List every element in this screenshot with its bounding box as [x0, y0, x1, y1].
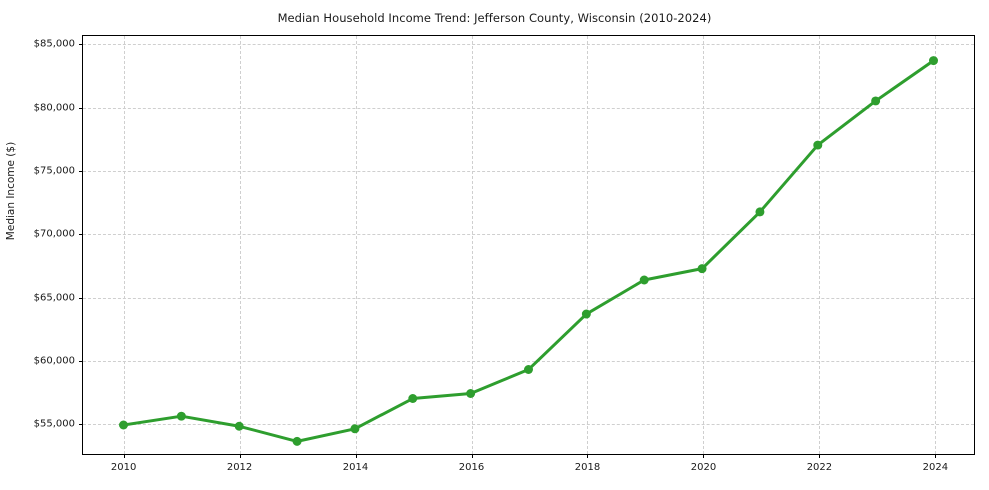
y-axis-label: Median Income ($): [5, 141, 17, 241]
y-tick-mark: [79, 234, 83, 236]
gridline-vertical: [587, 36, 589, 454]
y-tick-label: $60,000: [33, 355, 75, 367]
data-point-marker: 2019: 66300: [639, 275, 649, 285]
gridline-horizontal: [83, 107, 974, 109]
x-tick-label: 2022: [806, 462, 833, 473]
x-tick-mark: [819, 454, 821, 458]
income-line-series: 2010: 54800 2011: 55500 2012: 54700 2013: 5…: [119, 56, 938, 446]
gridline-vertical: [935, 36, 937, 454]
data-point-marker: 2010: 54800: [119, 420, 128, 430]
x-tick-label: 2024: [922, 462, 949, 473]
x-tick-label: 2010: [110, 462, 137, 473]
data-point-marker: 2021: 71700: [755, 207, 765, 217]
y-tick-label: $65,000: [33, 292, 75, 304]
y-tick-mark: [79, 107, 83, 109]
gridline-horizontal: [83, 44, 974, 46]
data-point-marker: 2024: 83700: [929, 56, 938, 66]
y-tick-label: $70,000: [33, 228, 75, 240]
data-point-marker: 2022: 77000: [813, 140, 823, 150]
chart-title: Median Household Income Trend: Jefferson…: [277, 11, 712, 25]
x-tick-label: 2020: [690, 462, 717, 473]
x-tick-label: 2012: [226, 462, 253, 473]
y-tick-mark: [79, 44, 83, 46]
x-tick-mark: [239, 454, 241, 458]
gridline-horizontal: [83, 424, 974, 426]
gridline-vertical: [239, 36, 241, 454]
data-point-marker: 2020: 67200: [697, 264, 707, 274]
gridline-horizontal: [83, 170, 974, 172]
x-tick-mark: [355, 454, 357, 458]
y-tick-mark: [79, 297, 83, 299]
gridline-vertical: [819, 36, 821, 454]
x-tick-mark: [587, 454, 589, 458]
plot-area: $55,000 $60,000 $65,000 $70,000 $75,000 $80,0…: [34, 35, 975, 473]
x-tick-mark: [471, 454, 473, 458]
x-tick-label: 2016: [458, 462, 485, 473]
data-point-marker: 2013: 53500: [292, 436, 302, 446]
y-tick-mark: [79, 424, 83, 426]
x-tick-mark: [123, 454, 125, 458]
y-tick-label: $80,000: [33, 102, 75, 114]
data-point-marker: 2014: 54500: [350, 424, 360, 434]
gridline-vertical: [123, 36, 125, 454]
data-point-marker: 2011: 55500: [176, 411, 186, 421]
y-tick-label: $85,000: [33, 38, 75, 50]
x-tick-mark: [935, 454, 937, 458]
data-point-marker: 2018: 63600: [581, 309, 591, 319]
x-tick-mark: [703, 454, 705, 458]
data-point-marker: 2016: 57300: [466, 389, 476, 398]
gridline-vertical: [355, 36, 357, 454]
gridline-horizontal: [83, 234, 974, 236]
data-point-marker: 2023: 80500: [871, 96, 881, 106]
y-tick-label: $75,000: [33, 165, 75, 177]
y-tick-label: $55,000: [33, 418, 75, 430]
y-tick-mark: [79, 170, 83, 172]
series-line: [122, 59, 935, 443]
data-point-marker: 2015: 56900: [408, 394, 418, 403]
data-point-marker: 2017: 59200: [524, 365, 533, 374]
x-tick-label: 2018: [574, 462, 601, 473]
data-point-marker: 2012: 54700: [234, 421, 244, 431]
gridline-vertical: [471, 36, 473, 454]
gridline-horizontal: [83, 360, 974, 362]
gridline-vertical: [703, 36, 705, 454]
gridline-horizontal: [83, 297, 974, 299]
x-tick-label: 2014: [342, 462, 369, 473]
y-tick-mark: [79, 360, 83, 362]
